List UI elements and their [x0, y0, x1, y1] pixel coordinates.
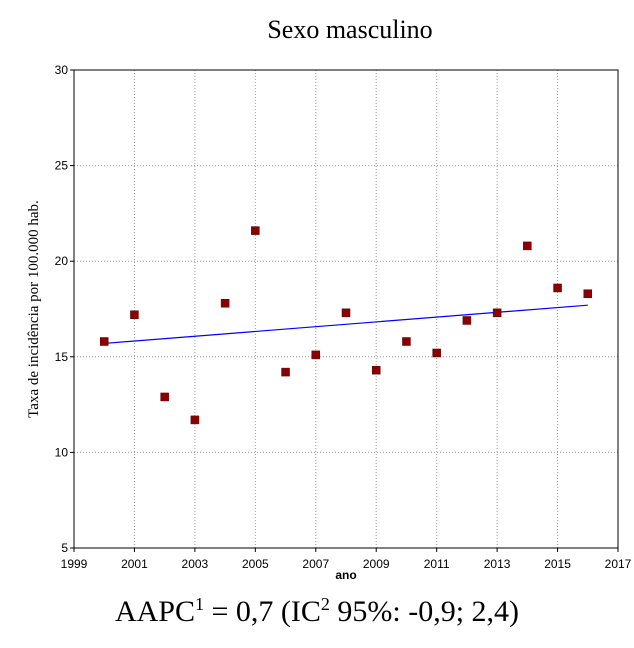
chart: Sexo masculino 1999 2001 2003 2005 2007 2009 2…	[26, 15, 632, 582]
x-tick-label: 2009	[363, 557, 390, 571]
y-tick-label: 25	[55, 159, 69, 173]
data-point	[492, 308, 502, 318]
data-point	[160, 392, 169, 402]
y-axis-label: Taxa de incidência por 100.000 hab.	[26, 200, 42, 418]
data-point	[130, 310, 139, 319]
y-tick-label: 20	[55, 254, 69, 268]
data-point	[99, 337, 109, 346]
data-point	[251, 226, 260, 235]
y-axis-ticks: 5 10 15 20 25 30	[55, 63, 74, 555]
x-tick-label: 2003	[182, 557, 209, 571]
x-tick-label: 2005	[242, 557, 269, 571]
data-point	[371, 365, 381, 375]
data-point	[281, 367, 290, 377]
data-point	[311, 350, 321, 360]
y-tick-label: 5	[61, 541, 68, 555]
data-point	[523, 241, 532, 251]
y-tick-label: 10	[55, 445, 69, 459]
data-point	[583, 289, 593, 298]
caption-footnote-1: 1	[194, 594, 204, 614]
data-point	[432, 348, 441, 358]
plot-area	[73, 69, 619, 549]
caption-prefix: AAPC	[114, 595, 195, 628]
data-point	[553, 283, 562, 293]
y-tick-label: 30	[55, 63, 69, 77]
chart-title: Sexo masculino	[267, 15, 432, 44]
x-tick-label: 2017	[605, 557, 632, 571]
grid	[74, 70, 618, 548]
x-axis-label: ano	[335, 568, 356, 582]
data-point	[341, 308, 351, 318]
x-tick-label: 2007	[302, 557, 329, 571]
x-axis-ticks: 1999 2001 2003 2005 2007 2009 2011 2013 2015 2017	[61, 548, 632, 571]
x-tick-label: 2011	[424, 557, 450, 571]
data-points	[99, 226, 593, 425]
caption-footnote-2: 2	[320, 594, 330, 614]
y-tick-label: 15	[55, 350, 69, 364]
x-tick-label: 2013	[484, 557, 511, 571]
x-tick-label: 1999	[61, 557, 88, 571]
aapc-caption: AAPC1 = 0,7 (IC2 95%: -0,9; 2,4)	[0, 594, 634, 629]
data-point	[462, 316, 472, 325]
data-point	[190, 415, 200, 425]
x-tick-label: 2015	[544, 557, 571, 571]
data-point	[402, 337, 411, 346]
x-tick-label: 2001	[121, 557, 148, 571]
trend-line	[104, 304, 588, 345]
caption-suffix: 95%: -0,9; 2,4)	[329, 595, 520, 628]
caption-middle: = 0,7 (IC	[203, 595, 321, 628]
trend-line-layer	[104, 304, 588, 345]
data-point	[220, 299, 230, 308]
